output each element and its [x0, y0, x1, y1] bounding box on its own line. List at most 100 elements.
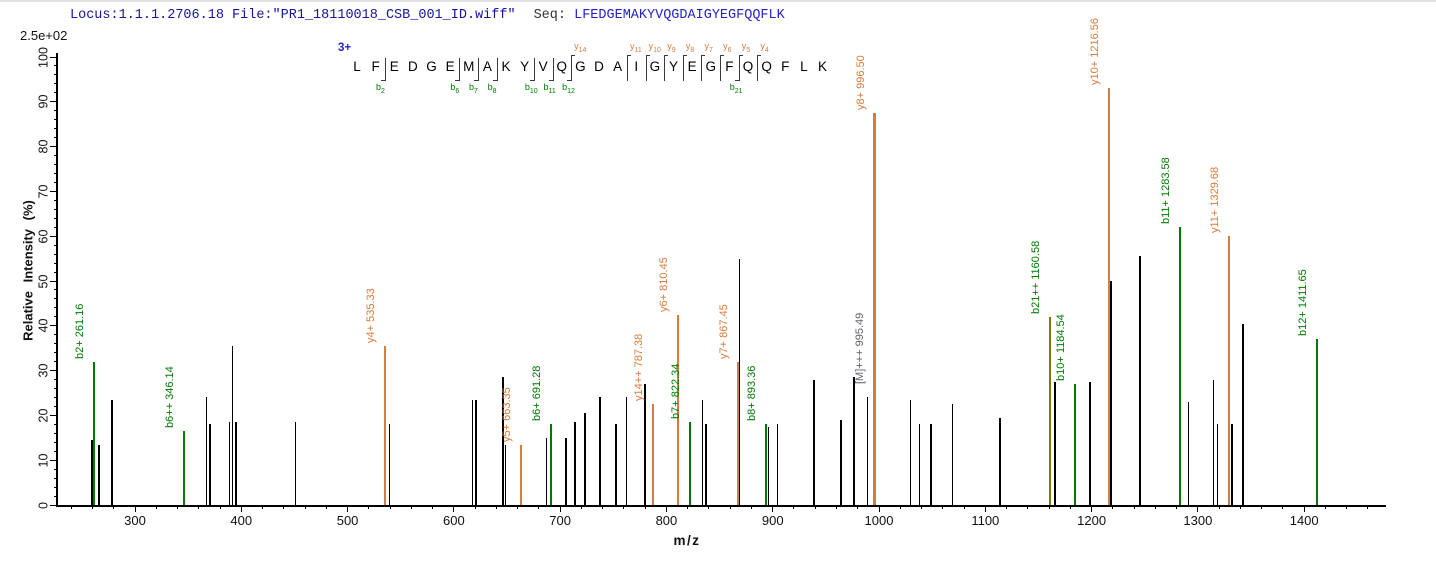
b-ion-hook	[548, 80, 553, 81]
x-tick-label: 1000	[864, 513, 894, 528]
residue-letter: A	[613, 59, 623, 74]
x-tick-label: 800	[655, 513, 678, 528]
y-minor-tick	[53, 181, 57, 183]
peak	[930, 424, 932, 505]
peak	[1139, 256, 1141, 505]
peak	[909, 399, 912, 505]
y-ion-marker: y5	[741, 41, 751, 54]
y-minor-tick	[53, 352, 57, 354]
peak-label: y14++ 787.38	[633, 333, 646, 402]
y-minor-tick	[53, 262, 57, 264]
peak-y	[520, 444, 523, 505]
y-minor-tick	[53, 92, 57, 94]
peak	[98, 444, 100, 505]
y-minor-tick	[53, 334, 57, 336]
y-minor-tick	[53, 244, 57, 246]
b-ion-hook	[567, 80, 572, 81]
peak	[91, 440, 93, 505]
y-tick-label: 50	[36, 274, 51, 288]
x-minor-tick	[942, 505, 944, 509]
x-tick-label: 700	[549, 513, 571, 528]
y-minor-tick	[53, 343, 57, 345]
peak-label: y7+ 867.45	[718, 303, 731, 359]
b-ion-marker: b11	[543, 82, 556, 95]
x-minor-tick	[1218, 505, 1220, 509]
y-ion-marker: y7	[704, 41, 713, 54]
b-ion-marker: b7	[469, 82, 478, 95]
precursor-charge: 3+	[338, 42, 352, 54]
b-ion-marker: b8	[487, 82, 497, 95]
residue-letter: G	[575, 59, 586, 74]
peak	[615, 424, 617, 505]
residue-letter: Q	[742, 59, 754, 74]
x-minor-tick	[1261, 505, 1263, 509]
residue-letter: K	[817, 59, 827, 74]
peak	[502, 377, 504, 505]
peak-label: y5+ 663.35	[501, 386, 514, 442]
residue-letter: Q	[761, 59, 772, 74]
peak	[767, 426, 770, 505]
peak	[471, 399, 474, 505]
fragment-cut-line	[496, 58, 498, 81]
peak-y	[1228, 236, 1231, 505]
peak-b	[549, 424, 552, 505]
x-tick-label: 400	[230, 513, 253, 528]
y-minor-tick	[53, 119, 57, 121]
y-major-tick	[50, 146, 57, 148]
x-tick-label: 900	[761, 513, 784, 528]
x-minor-tick	[899, 505, 901, 509]
peak-label: b7+ 822.34	[670, 363, 683, 420]
peak-label: b2+ 261.16	[73, 303, 86, 359]
x-minor-tick	[1239, 505, 1241, 509]
peak	[231, 345, 233, 505]
y-minor-tick	[53, 450, 57, 452]
peak	[1242, 323, 1244, 505]
b-ion-hook	[474, 80, 479, 81]
x-minor-tick	[602, 505, 604, 509]
x-minor-tick	[517, 505, 519, 509]
x-minor-tick	[155, 505, 157, 509]
peak	[644, 384, 646, 505]
peak-precursor	[873, 113, 876, 505]
peak	[504, 444, 507, 505]
y-major-tick	[50, 414, 57, 416]
y-ion-hook	[571, 55, 576, 56]
fragment-cut-line	[738, 55, 740, 81]
y-minor-tick	[53, 128, 57, 130]
x-minor-tick	[857, 505, 859, 509]
y-minor-tick	[53, 65, 57, 67]
peak	[574, 422, 576, 505]
y-minor-tick	[53, 388, 57, 390]
peak	[705, 424, 707, 505]
peptide-sequence-text: LFEDGEMAKYVQGDAIGYEGFQQFLK	[574, 8, 785, 23]
residue-letter: A	[482, 59, 492, 74]
x-minor-tick	[262, 505, 264, 509]
x-minor-tick	[410, 505, 412, 509]
peak-b	[92, 361, 95, 505]
peak-y	[1108, 88, 1111, 505]
peak	[1212, 379, 1215, 505]
x-major-tick	[134, 505, 136, 512]
y-minor-tick	[53, 361, 57, 363]
peak-y	[874, 113, 877, 505]
x-minor-tick	[1282, 505, 1284, 509]
fragment-cut-line	[384, 58, 386, 81]
b-ion-marker: b10	[524, 82, 538, 95]
x-tick-label: 1200	[1077, 513, 1107, 528]
spectrum-header: Locus:1.1.1.2706.18 File:"PR1_18110018_C…	[70, 8, 785, 23]
y-ion-hook	[738, 55, 743, 56]
y-tick-label: 90	[36, 94, 51, 109]
x-minor-tick	[177, 505, 179, 509]
seq-label: Seq:	[533, 8, 566, 23]
peak	[388, 424, 391, 505]
y-minor-tick	[53, 468, 57, 470]
x-minor-tick	[814, 505, 816, 509]
peak	[228, 422, 231, 505]
y-tick-label: 70	[36, 184, 51, 199]
y-tick-label: 60	[36, 229, 51, 244]
x-minor-tick	[1367, 505, 1369, 509]
y-minor-tick	[53, 137, 57, 139]
peak-b	[689, 422, 692, 505]
x-major-tick	[559, 505, 561, 512]
